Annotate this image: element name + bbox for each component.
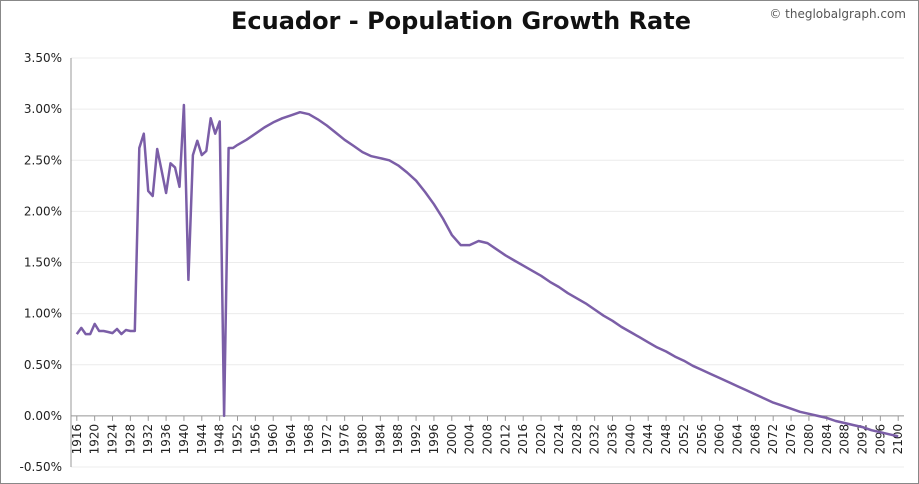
x-tick-label: 2084: [820, 424, 834, 455]
y-tick-label: 2.00%: [24, 204, 62, 218]
x-tick-label: 1924: [106, 424, 120, 455]
x-tick-label: 2092: [855, 424, 869, 455]
x-tick-label: 2088: [838, 424, 852, 455]
x-tick-label: 1976: [338, 424, 352, 455]
x-tick-label: 1972: [320, 424, 334, 455]
x-tick-label: 1944: [195, 424, 209, 455]
x-tick-label: 2080: [802, 424, 816, 455]
x-tick-label: 2016: [516, 424, 530, 455]
x-tick-label: 2064: [730, 424, 744, 455]
x-tick-label: 1940: [177, 424, 191, 455]
y-tick-label: 0.00%: [24, 409, 62, 423]
x-tick-label: 2024: [552, 424, 566, 455]
x-tick-label: 1980: [356, 424, 370, 455]
x-tick-label: 2044: [641, 424, 655, 455]
x-tick-label: 2020: [534, 424, 548, 455]
x-tick-label: 1948: [213, 424, 227, 455]
x-tick-label: 2096: [873, 424, 887, 455]
watermark: © theglobalgraph.com: [769, 7, 906, 21]
x-tick-label: 1988: [391, 424, 405, 455]
y-tick-label: 2.50%: [24, 153, 62, 167]
y-tick-label: 1.00%: [24, 307, 62, 321]
x-tick-label: 1928: [123, 424, 137, 455]
x-tick-label: 2036: [605, 424, 619, 455]
x-tick-label: 1960: [266, 424, 280, 455]
x-tick-label: 1932: [141, 424, 155, 455]
y-tick-label: 3.00%: [24, 102, 62, 116]
x-tick-label: 2060: [713, 424, 727, 455]
x-tick-label: 2056: [695, 424, 709, 455]
x-tick-label: 1916: [70, 424, 84, 455]
data-line: [75, 103, 899, 438]
x-tick-label: 2028: [570, 424, 584, 455]
x-tick-label: 1964: [284, 424, 298, 455]
x-tick-label: 2052: [677, 424, 691, 455]
x-tick-label: 1968: [302, 424, 316, 455]
x-tick-label: 2040: [623, 424, 637, 455]
x-tick-label: 2068: [748, 424, 762, 455]
x-tick-label: 2008: [481, 424, 495, 455]
x-tick-label: 2100: [891, 424, 905, 455]
y-tick-label: 0.50%: [24, 358, 62, 372]
y-tick-label: 1.50%: [24, 256, 62, 270]
x-tick-label: 2072: [766, 424, 780, 455]
x-tick-label: 2012: [498, 424, 512, 455]
y-tick-label: 3.50%: [24, 51, 62, 65]
x-tick-label: 1936: [159, 424, 173, 455]
x-tick-label: 1984: [373, 424, 387, 455]
x-tick-label: 2076: [784, 424, 798, 455]
x-tick-label: 2004: [463, 424, 477, 455]
x-tick-label: 2048: [659, 424, 673, 455]
x-tick-label: 1996: [427, 424, 441, 455]
chart-title: Ecuador - Population Growth Rate: [231, 7, 691, 35]
x-tick-label: 1992: [409, 424, 423, 455]
x-tick-label: 1956: [248, 424, 262, 455]
x-tick-label: 2000: [445, 424, 459, 455]
x-tick-label: 2032: [588, 424, 602, 455]
y-tick-label: -0.50%: [20, 460, 62, 474]
x-tick-label: 1920: [88, 424, 102, 455]
x-tick-label: 1952: [231, 424, 245, 455]
